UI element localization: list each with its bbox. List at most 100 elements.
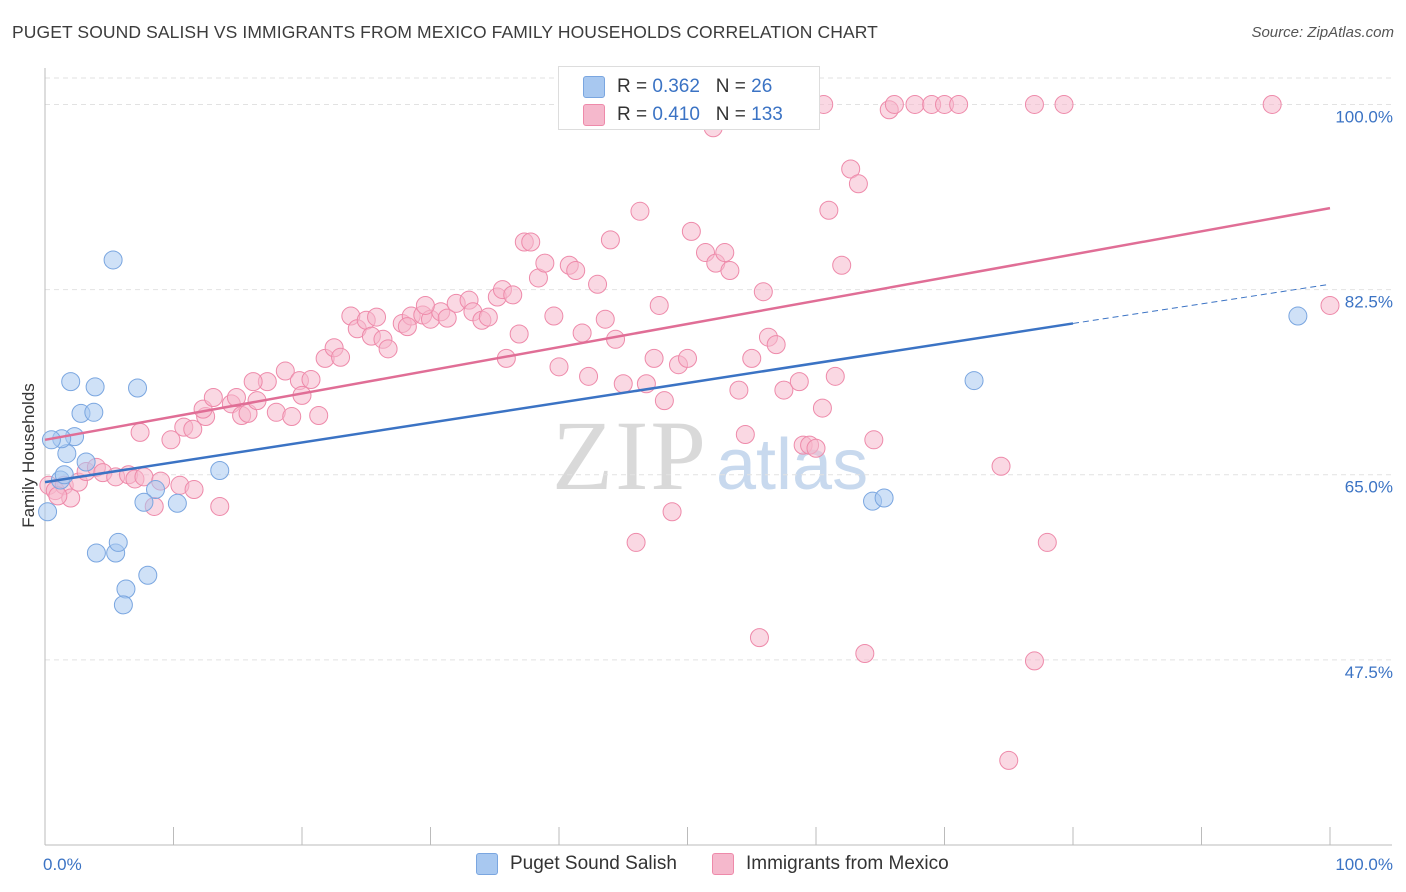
salish-point — [61, 372, 81, 392]
mexico-swatch — [583, 104, 605, 126]
mexico-point — [210, 496, 230, 516]
y-axis-label: Family Households — [19, 383, 38, 528]
mexico-point — [275, 361, 295, 381]
bottom-legend-mexico-label: Immigrants from Mexico — [746, 853, 949, 874]
y-tick-label: 100.0% — [1335, 107, 1393, 126]
mexico-point — [1037, 532, 1057, 552]
mexico-n-value: 133 — [751, 104, 783, 125]
salish-swatch — [583, 76, 605, 98]
chart-title: PUGET SOUND SALISH VS IMMIGRANTS FROM ME… — [12, 22, 878, 42]
bottom-legend-salish-swatch — [476, 853, 498, 875]
mexico-point — [848, 174, 868, 194]
mexico-point — [649, 295, 669, 315]
mexico-point — [766, 335, 786, 355]
mexico-point — [509, 324, 529, 344]
mexico-point — [654, 391, 674, 411]
bottom-legend-mexico-swatch — [712, 853, 734, 875]
mexico-point — [48, 486, 68, 506]
mexico-point — [309, 405, 329, 425]
mexico-point — [1024, 651, 1044, 671]
salish-point — [113, 595, 133, 615]
mexico-point — [331, 347, 351, 367]
mexico-point — [613, 374, 633, 394]
salish-point — [108, 532, 128, 552]
mexico-point — [588, 274, 608, 294]
mexico-point — [626, 532, 646, 552]
salish-point — [210, 460, 230, 480]
mexico-point — [662, 502, 682, 522]
x-tick-label: 0.0% — [43, 855, 82, 874]
mexico-point — [864, 430, 884, 450]
x-tick-label: 100.0% — [1335, 855, 1393, 874]
mexico-point — [203, 387, 223, 407]
mexico-point — [999, 750, 1019, 770]
mexico-point — [749, 628, 769, 648]
salish-r-label: R = — [617, 76, 653, 97]
mexico-point — [742, 348, 762, 368]
mexico-point — [825, 366, 845, 386]
mexico-point — [806, 438, 826, 458]
mexico-point — [855, 644, 875, 664]
mexico-point — [841, 159, 861, 179]
mexico-point — [681, 221, 701, 241]
mexico-point — [1262, 94, 1282, 114]
chart-source: Source: ZipAtlas.com — [1251, 24, 1394, 41]
mexico-point — [630, 201, 650, 221]
salish-trend-extension — [1072, 283, 1331, 324]
salish-point — [84, 402, 104, 422]
mexico-point — [544, 306, 564, 326]
salish-point — [116, 579, 136, 599]
y-tick-label: 65.0% — [1345, 478, 1393, 497]
mexico-point — [549, 357, 569, 377]
y-tick-label: 47.5% — [1345, 663, 1393, 682]
salish-point — [1288, 306, 1308, 326]
salish-trend-line — [44, 322, 1074, 484]
bottom-legend-salish: Puget Sound Salish — [476, 852, 677, 876]
mexico-point — [243, 372, 263, 392]
mexico-point — [183, 419, 203, 439]
mexico-point — [753, 282, 773, 302]
salish-point — [38, 502, 58, 522]
mexico-point — [1024, 94, 1044, 114]
salish-point — [134, 492, 154, 512]
mexico-point — [415, 295, 435, 315]
mexico-point — [503, 285, 523, 305]
mexico-point — [884, 94, 904, 114]
mexico-point — [130, 422, 150, 442]
salish-r-value: 0.362 — [652, 76, 700, 97]
mexico-point — [301, 370, 321, 390]
mexico-n-label: N = — [715, 104, 752, 125]
salish-point — [76, 452, 96, 472]
mexico-point — [282, 407, 302, 427]
mexico-point — [644, 348, 664, 368]
mexico-point — [535, 253, 555, 273]
mexico-point — [905, 94, 925, 114]
y-tick-label: 82.5% — [1345, 293, 1393, 312]
salish-n-value: 26 — [751, 76, 773, 97]
salish-point — [86, 543, 106, 563]
mexico-trend-line — [44, 206, 1331, 442]
mexico-point — [521, 232, 541, 252]
mexico-point — [991, 456, 1011, 476]
stats-legend: R = 0.362 N = 26 R = 0.410 N = 133 — [558, 66, 820, 130]
mexico-point — [789, 372, 809, 392]
mexico-point — [1320, 295, 1340, 315]
mexico-r-value: 0.410 — [652, 104, 700, 125]
mexico-point — [774, 380, 794, 400]
mexico-point — [478, 307, 498, 327]
salish-point — [138, 565, 158, 585]
mexico-point — [378, 339, 398, 359]
salish-point — [146, 480, 166, 500]
mexico-point — [832, 255, 852, 275]
mexico-point — [579, 366, 599, 386]
salish-point — [85, 377, 105, 397]
mexico-point — [566, 261, 586, 281]
mexico-point — [437, 308, 457, 328]
mexico-point — [184, 480, 204, 500]
salish-point — [128, 378, 148, 398]
mexico-point — [819, 200, 839, 220]
bottom-legend-mexico: Immigrants from Mexico — [712, 852, 949, 876]
mexico-point — [720, 261, 740, 281]
salish-point — [874, 488, 894, 508]
